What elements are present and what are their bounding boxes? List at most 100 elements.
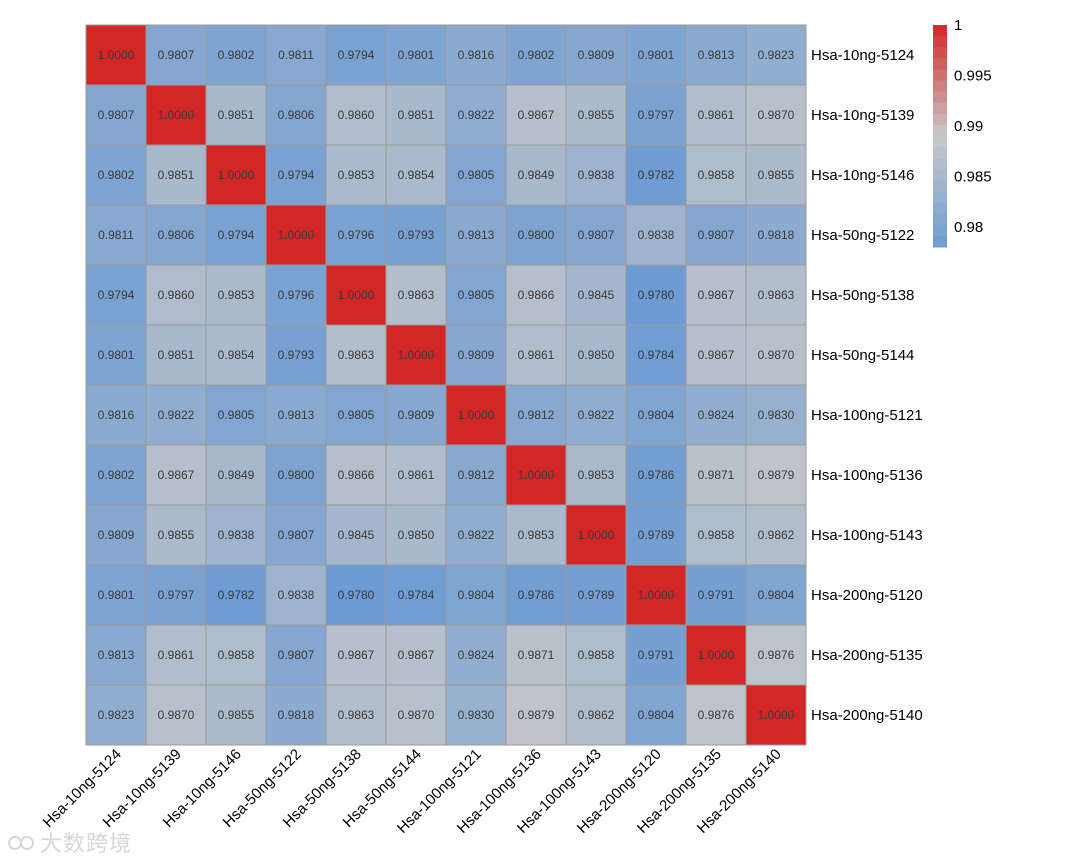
heatmap-cell bbox=[325, 84, 387, 146]
heatmap-cell bbox=[85, 624, 147, 686]
cell-value-label: 0.9805 bbox=[458, 288, 495, 302]
row-label: Hsa-200ng-5140 bbox=[811, 707, 923, 724]
legend-color-step bbox=[933, 91, 947, 104]
heatmap-cell bbox=[385, 204, 447, 266]
heatmap-cell bbox=[265, 564, 327, 626]
cell-value-label: 1.0000 bbox=[218, 168, 255, 182]
heatmap-cell bbox=[145, 504, 207, 566]
legend-color-step bbox=[933, 25, 947, 37]
cell-value-label: 0.9862 bbox=[758, 528, 795, 542]
cell-value-label: 1.0000 bbox=[98, 48, 135, 62]
heatmap-cell bbox=[565, 504, 627, 566]
heatmap-cell bbox=[145, 264, 207, 326]
cell-value-label: 1.0000 bbox=[338, 288, 375, 302]
legend-colorbar bbox=[933, 25, 947, 248]
cell-value-label: 0.9789 bbox=[638, 528, 675, 542]
cell-value-label: 0.9811 bbox=[98, 228, 134, 242]
cell-value-label: 0.9850 bbox=[398, 528, 435, 542]
heatmap-cell bbox=[745, 684, 807, 746]
watermark-logo-icon bbox=[8, 836, 34, 850]
cell-value-label: 0.9816 bbox=[458, 48, 495, 62]
cell-value-label: 0.9807 bbox=[578, 228, 615, 242]
cell-value-label: 0.9867 bbox=[698, 348, 735, 362]
cell-value-label: 0.9853 bbox=[338, 168, 375, 182]
cell-value-label: 0.9805 bbox=[338, 408, 375, 422]
legend-color-step bbox=[933, 147, 947, 159]
legend-color-step bbox=[933, 191, 947, 204]
cell-value-label: 0.9811 bbox=[278, 48, 314, 62]
cell-value-label: 0.9780 bbox=[338, 588, 375, 602]
cell-value-label: 0.9863 bbox=[758, 288, 795, 302]
heatmap-cell bbox=[205, 624, 267, 686]
heatmap-cell bbox=[85, 384, 147, 446]
row-label: Hsa-100ng-5121 bbox=[811, 407, 923, 424]
heatmap-cell bbox=[745, 444, 807, 506]
row-label: Hsa-50ng-5122 bbox=[811, 227, 914, 244]
cell-value-label: 0.9806 bbox=[158, 228, 195, 242]
cell-value-label: 1.0000 bbox=[158, 108, 195, 122]
heatmap-cell bbox=[445, 144, 507, 206]
cell-value-label: 0.9807 bbox=[98, 108, 135, 122]
cell-value-label: 0.9794 bbox=[218, 228, 255, 242]
cell-value-label: 0.9853 bbox=[518, 528, 555, 542]
cell-value-label: 0.9804 bbox=[458, 588, 495, 602]
heatmap-cell bbox=[145, 564, 207, 626]
heatmap-cell bbox=[205, 384, 267, 446]
cell-value-label: 0.9801 bbox=[398, 48, 435, 62]
legend-tick-label: 0.995 bbox=[954, 67, 992, 84]
cell-value-label: 0.9800 bbox=[518, 228, 555, 242]
cell-value-label: 0.9879 bbox=[758, 468, 795, 482]
cell-value-label: 0.9823 bbox=[758, 48, 795, 62]
heatmap-cell bbox=[745, 324, 807, 386]
cell-value-label: 0.9870 bbox=[158, 708, 195, 722]
cell-value-label: 0.9838 bbox=[578, 168, 615, 182]
cell-value-label: 0.9870 bbox=[758, 348, 795, 362]
cell-value-label: 0.9807 bbox=[278, 528, 315, 542]
heatmap-cell bbox=[445, 204, 507, 266]
heatmap-cell bbox=[265, 624, 327, 686]
cell-value-label: 0.9806 bbox=[278, 108, 315, 122]
heatmap-cell bbox=[625, 624, 687, 686]
legend-color-step bbox=[933, 47, 947, 59]
cell-value-label: 0.9813 bbox=[278, 408, 315, 422]
cell-value-label: 0.9794 bbox=[338, 48, 375, 62]
heatmap-cell bbox=[205, 24, 267, 86]
cell-value-label: 0.9861 bbox=[518, 348, 555, 362]
heatmap-cell bbox=[625, 564, 687, 626]
heatmap-cell bbox=[625, 84, 687, 146]
heatmap-cell bbox=[145, 384, 207, 446]
cell-value-label: 0.9809 bbox=[578, 48, 615, 62]
cell-value-label: 0.9823 bbox=[98, 708, 135, 722]
heatmap-cell bbox=[745, 204, 807, 266]
cell-value-label: 0.9879 bbox=[518, 708, 555, 722]
heatmap-cell bbox=[145, 84, 207, 146]
cell-value-label: 0.9858 bbox=[218, 648, 255, 662]
heatmap-cell bbox=[745, 24, 807, 86]
cell-value-label: 0.9801 bbox=[98, 348, 135, 362]
heatmap-cell bbox=[385, 264, 447, 326]
heatmap-cell bbox=[445, 684, 507, 746]
cell-value-label: 0.9807 bbox=[278, 648, 315, 662]
heatmap-cell bbox=[685, 684, 747, 746]
cell-value-label: 0.9851 bbox=[158, 348, 195, 362]
cell-value-label: 0.9858 bbox=[698, 528, 735, 542]
cell-value-label: 0.9802 bbox=[518, 48, 555, 62]
heatmap-cell bbox=[205, 204, 267, 266]
cell-value-label: 0.9861 bbox=[698, 108, 735, 122]
cell-value-label: 0.9824 bbox=[698, 408, 735, 422]
cell-value-label: 0.9838 bbox=[638, 228, 675, 242]
heatmap-cell bbox=[265, 144, 327, 206]
cell-value-label: 0.9866 bbox=[338, 468, 375, 482]
heatmap-cell bbox=[745, 624, 807, 686]
heatmap-cell bbox=[445, 324, 507, 386]
heatmap-cell bbox=[625, 324, 687, 386]
cell-value-label: 0.9849 bbox=[518, 168, 555, 182]
cell-value-label: 0.9809 bbox=[458, 348, 495, 362]
cell-value-label: 0.9784 bbox=[638, 348, 675, 362]
heatmap-cell bbox=[85, 144, 147, 206]
cell-value-label: 0.9851 bbox=[158, 168, 195, 182]
heatmap-cell bbox=[385, 684, 447, 746]
cell-value-label: 0.9784 bbox=[398, 588, 435, 602]
row-label: Hsa-10ng-5139 bbox=[811, 107, 914, 124]
